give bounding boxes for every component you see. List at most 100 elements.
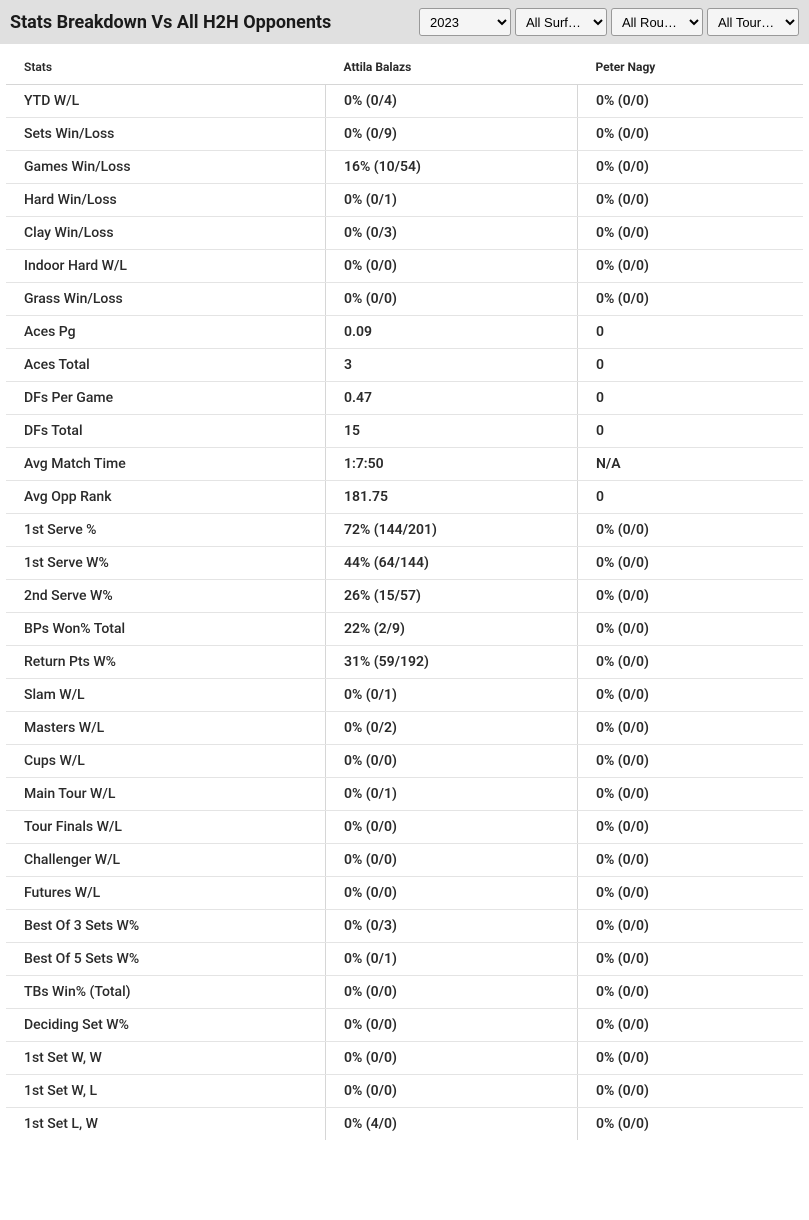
stat-label: Avg Opp Rank: [6, 481, 326, 514]
stat-value-player2: 0% (0/0): [578, 778, 804, 811]
surface-select[interactable]: All Surf…: [515, 8, 607, 36]
stat-value-player2: 0% (0/0): [578, 283, 804, 316]
table-row: Avg Match Time1:7:50N/A: [6, 448, 804, 481]
table-header-row: Stats Attila Balazs Peter Nagy: [6, 50, 804, 85]
stat-value-player2: 0% (0/0): [578, 250, 804, 283]
stat-label: Grass Win/Loss: [6, 283, 326, 316]
stat-label: Avg Match Time: [6, 448, 326, 481]
stat-label: Sets Win/Loss: [6, 118, 326, 151]
table-row: YTD W/L0% (0/4)0% (0/0): [6, 85, 804, 118]
col-header-player2: Peter Nagy: [578, 50, 804, 85]
stat-value-player2: 0: [578, 382, 804, 415]
table-row: Return Pts W%31% (59/192)0% (0/0): [6, 646, 804, 679]
stat-value-player1: 0% (0/1): [326, 184, 578, 217]
stat-value-player1: 0% (0/0): [326, 976, 578, 1009]
header-bar: Stats Breakdown Vs All H2H Opponents 202…: [0, 0, 809, 44]
stat-label: Best Of 3 Sets W%: [6, 910, 326, 943]
stat-value-player1: 3: [326, 349, 578, 382]
page-title: Stats Breakdown Vs All H2H Opponents: [10, 12, 331, 33]
table-row: Games Win/Loss16% (10/54)0% (0/0): [6, 151, 804, 184]
stat-label: Challenger W/L: [6, 844, 326, 877]
stat-value-player1: 31% (59/192): [326, 646, 578, 679]
table-row: 2nd Serve W%26% (15/57)0% (0/0): [6, 580, 804, 613]
stat-label: Main Tour W/L: [6, 778, 326, 811]
table-row: Indoor Hard W/L0% (0/0)0% (0/0): [6, 250, 804, 283]
stat-value-player2: 0% (0/0): [578, 85, 804, 118]
stat-label: 1st Set L, W: [6, 1108, 326, 1141]
stat-value-player2: 0% (0/0): [578, 151, 804, 184]
stat-label: 1st Serve W%: [6, 547, 326, 580]
stat-value-player1: 0% (0/3): [326, 910, 578, 943]
stat-value-player1: 22% (2/9): [326, 613, 578, 646]
table-row: Hard Win/Loss0% (0/1)0% (0/0): [6, 184, 804, 217]
stat-value-player1: 0% (0/0): [326, 844, 578, 877]
stat-label: BPs Won% Total: [6, 613, 326, 646]
table-row: 1st Serve %72% (144/201)0% (0/0): [6, 514, 804, 547]
stat-label: Best Of 5 Sets W%: [6, 943, 326, 976]
stat-label: Clay Win/Loss: [6, 217, 326, 250]
year-select[interactable]: 2023: [419, 8, 511, 36]
stat-value-player2: 0% (0/0): [578, 943, 804, 976]
table-row: Futures W/L0% (0/0)0% (0/0): [6, 877, 804, 910]
round-select[interactable]: All Rou…: [611, 8, 703, 36]
stat-value-player2: 0% (0/0): [578, 877, 804, 910]
table-row: Aces Pg0.090: [6, 316, 804, 349]
stat-value-player1: 0% (0/0): [326, 283, 578, 316]
stat-label: Hard Win/Loss: [6, 184, 326, 217]
stat-value-player1: 0% (0/1): [326, 943, 578, 976]
stat-value-player1: 0% (0/0): [326, 877, 578, 910]
stat-value-player1: 72% (144/201): [326, 514, 578, 547]
table-row: Best Of 5 Sets W%0% (0/1)0% (0/0): [6, 943, 804, 976]
table-row: Sets Win/Loss0% (0/9)0% (0/0): [6, 118, 804, 151]
table-row: Grass Win/Loss0% (0/0)0% (0/0): [6, 283, 804, 316]
stat-value-player1: 0% (0/9): [326, 118, 578, 151]
stat-value-player2: 0: [578, 415, 804, 448]
stat-value-player2: 0% (0/0): [578, 811, 804, 844]
stat-value-player1: 44% (64/144): [326, 547, 578, 580]
stat-value-player1: 16% (10/54): [326, 151, 578, 184]
stat-value-player1: 0% (0/0): [326, 1009, 578, 1042]
stat-value-player2: 0% (0/0): [578, 1042, 804, 1075]
table-row: Avg Opp Rank181.750: [6, 481, 804, 514]
stat-label: Aces Pg: [6, 316, 326, 349]
stat-value-player2: 0% (0/0): [578, 679, 804, 712]
stat-label: 1st Set W, W: [6, 1042, 326, 1075]
stat-value-player2: 0% (0/0): [578, 712, 804, 745]
table-row: Deciding Set W%0% (0/0)0% (0/0): [6, 1009, 804, 1042]
stat-value-player1: 0.47: [326, 382, 578, 415]
stat-value-player1: 0% (0/2): [326, 712, 578, 745]
col-header-player1: Attila Balazs: [326, 50, 578, 85]
stat-value-player1: 0% (0/0): [326, 1075, 578, 1108]
stat-value-player2: 0: [578, 481, 804, 514]
stat-label: Aces Total: [6, 349, 326, 382]
stat-value-player2: 0% (0/0): [578, 1108, 804, 1141]
stat-label: Indoor Hard W/L: [6, 250, 326, 283]
table-row: Challenger W/L0% (0/0)0% (0/0): [6, 844, 804, 877]
table-row: Cups W/L0% (0/0)0% (0/0): [6, 745, 804, 778]
stat-value-player2: 0% (0/0): [578, 547, 804, 580]
table-row: 1st Set W, W0% (0/0)0% (0/0): [6, 1042, 804, 1075]
stat-label: DFs Per Game: [6, 382, 326, 415]
stat-label: Cups W/L: [6, 745, 326, 778]
stat-value-player2: 0% (0/0): [578, 910, 804, 943]
stat-value-player2: 0% (0/0): [578, 217, 804, 250]
content-wrap: Stats Attila Balazs Peter Nagy YTD W/L0%…: [0, 44, 809, 1171]
stat-value-player1: 0% (0/3): [326, 217, 578, 250]
stat-value-player1: 181.75: [326, 481, 578, 514]
stat-label: TBs Win% (Total): [6, 976, 326, 1009]
stat-value-player1: 0% (0/0): [326, 250, 578, 283]
stat-value-player2: 0% (0/0): [578, 745, 804, 778]
stat-value-player1: 0% (0/1): [326, 679, 578, 712]
stat-value-player2: 0% (0/0): [578, 976, 804, 1009]
stats-table: Stats Attila Balazs Peter Nagy YTD W/L0%…: [5, 49, 804, 1141]
stat-value-player1: 0% (4/0): [326, 1108, 578, 1141]
stat-value-player1: 0% (0/0): [326, 1042, 578, 1075]
stat-value-player2: 0: [578, 316, 804, 349]
stat-label: Tour Finals W/L: [6, 811, 326, 844]
stat-label: Slam W/L: [6, 679, 326, 712]
stat-label: Masters W/L: [6, 712, 326, 745]
table-row: DFs Total150: [6, 415, 804, 448]
stat-label: 1st Set W, L: [6, 1075, 326, 1108]
stat-label: YTD W/L: [6, 85, 326, 118]
tour-select[interactable]: All Tour…: [707, 8, 799, 36]
